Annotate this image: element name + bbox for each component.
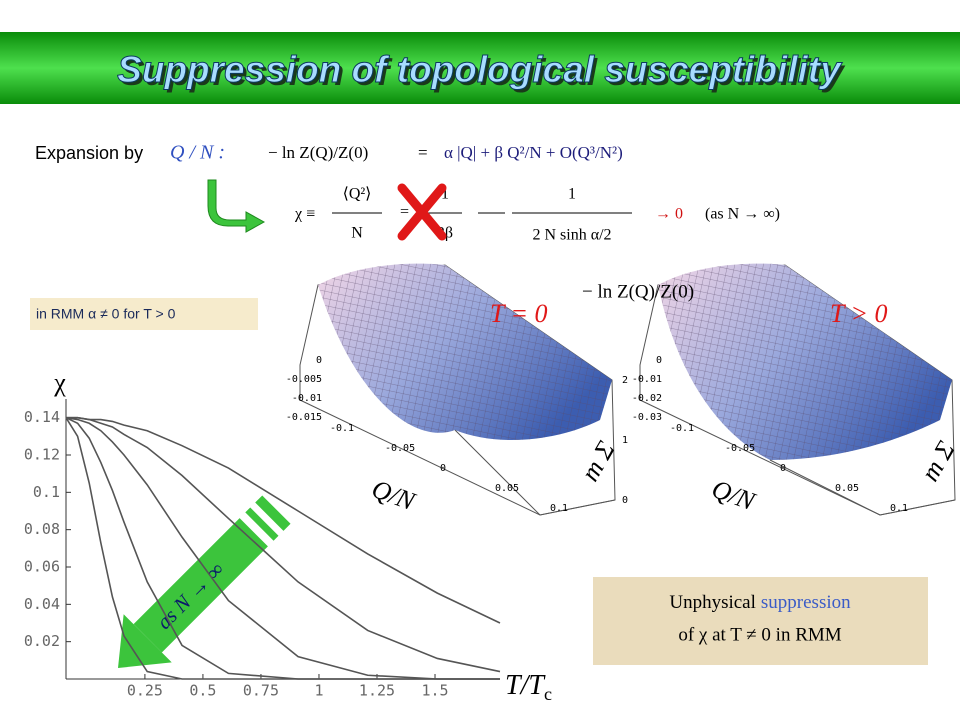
surface-label: T = 0 [490, 299, 548, 328]
line [65, 416, 500, 680]
z-tick-label: 0 [316, 355, 322, 366]
y-tick-label: 0.04 [24, 595, 60, 613]
y-tick-label: 0 [622, 495, 628, 506]
surface-title: − ln Z(Q)/Z(0) [582, 281, 694, 302]
frac1-num: 1 [441, 186, 449, 203]
z-tick-label: -0.005 [286, 374, 322, 385]
limit-arrow: as N → ∞ [118, 495, 291, 668]
arrow-head [118, 614, 172, 668]
surface-x-label: Q/N [368, 474, 420, 517]
title-shadow: Suppression of topological susceptibilit… [120, 52, 846, 93]
x-tick-label: -0.05 [385, 443, 415, 454]
x-tick-label: -0.05 [725, 443, 755, 454]
z-tick-label: -0.02 [632, 393, 662, 404]
expansion-eq: = [418, 143, 428, 162]
y-tick-label: 1 [622, 435, 628, 446]
x-tick-label: 0.25 [127, 682, 163, 700]
x-tick-label: 0.05 [835, 483, 859, 494]
title: Suppression of topological susceptibilit… [117, 49, 843, 90]
x-tick-label: 0.5 [189, 682, 216, 700]
x-tick-label: 0.1 [890, 503, 908, 514]
arrow-stripe [255, 495, 291, 531]
expansion-lhs: − ln Z(Q)/Z(0) [268, 143, 368, 162]
box-edge [454, 429, 616, 516]
rmm-note: in RMM α ≠ 0 for T > 0 [36, 306, 176, 322]
x-tick-label: 1.25 [359, 682, 395, 700]
chi-num: ⟨Q²⟩ [343, 186, 372, 203]
chi-den: N [351, 225, 363, 242]
surface-mesh [658, 263, 952, 460]
z-tick-label: 0 [656, 355, 662, 366]
callout-line1: Unphysical suppression [669, 592, 851, 613]
surface-plot [639, 263, 956, 516]
y-tick-label: 0.08 [24, 520, 60, 538]
x-tick-label: 1.5 [421, 682, 448, 700]
title-bar [0, 32, 960, 104]
x-tick-label: -0.1 [670, 423, 694, 434]
expansion-rhs: α |Q| + β Q²/N + O(Q³/N²) [444, 143, 623, 162]
callout-text: Unphysical [669, 592, 756, 613]
chi-limit: → 0 [655, 206, 683, 223]
callout-line2: of χ at T ≠ 0 in RMM [678, 624, 841, 645]
y-axis-label: χ [53, 368, 66, 397]
x-axis-label-sub: c [544, 684, 552, 704]
cross-out [397, 183, 447, 241]
expansion-var: Q / N : [170, 142, 225, 164]
arrow-stripe [245, 507, 279, 541]
box-edge [769, 459, 956, 516]
x-axis-label: T/Tc [505, 670, 552, 704]
y-tick-label: 0.06 [24, 558, 60, 576]
line [66, 416, 501, 673]
y-tick-label: 0.1 [33, 483, 60, 501]
line [65, 417, 500, 680]
x-tick-label: -0.1 [330, 423, 354, 434]
chi-formula: χ ≡ ⟨Q²⟩ N = 1 2β 1 2 N sinh α/2 → 0 (as… [294, 186, 780, 244]
frac2-num: 1 [568, 186, 576, 203]
x-axis-label-main: T/T [505, 670, 546, 701]
chi-eq: = [400, 204, 409, 221]
surface-plot [299, 263, 616, 516]
expansion-label: Expansion by [35, 143, 143, 163]
x-tick-label: 0.75 [243, 682, 279, 700]
x-tick-label: 0.05 [495, 483, 519, 494]
surface-label: T > 0 [830, 299, 888, 328]
callout-box [593, 577, 928, 665]
x-tick-label: 0 [440, 463, 446, 474]
y-tick-label: 0.02 [24, 632, 60, 650]
z-tick-label: -0.01 [632, 374, 662, 385]
chi-cond: (as N → ∞) [705, 206, 780, 223]
note-box [30, 298, 258, 330]
y-tick-label: 2 [622, 375, 628, 386]
callout-highlight: suppression [761, 592, 851, 613]
x-tick-label: 0 [780, 463, 786, 474]
x-tick-label: 0.1 [550, 503, 568, 514]
frac2-den: 2 N sinh α/2 [532, 227, 611, 244]
y-tick-label: 0.12 [24, 446, 60, 464]
z-tick-label: -0.01 [292, 393, 322, 404]
chi-symbol: χ ≡ [294, 206, 315, 223]
step-arrow [207, 179, 266, 233]
y-tick-label: 0.14 [24, 408, 60, 426]
z-tick-label: -0.015 [286, 412, 322, 423]
surface-mesh [318, 263, 612, 441]
surface-x-label: Q/N [708, 474, 760, 517]
z-tick-label: -0.03 [632, 412, 662, 423]
x-tick-label: 1 [314, 682, 323, 700]
